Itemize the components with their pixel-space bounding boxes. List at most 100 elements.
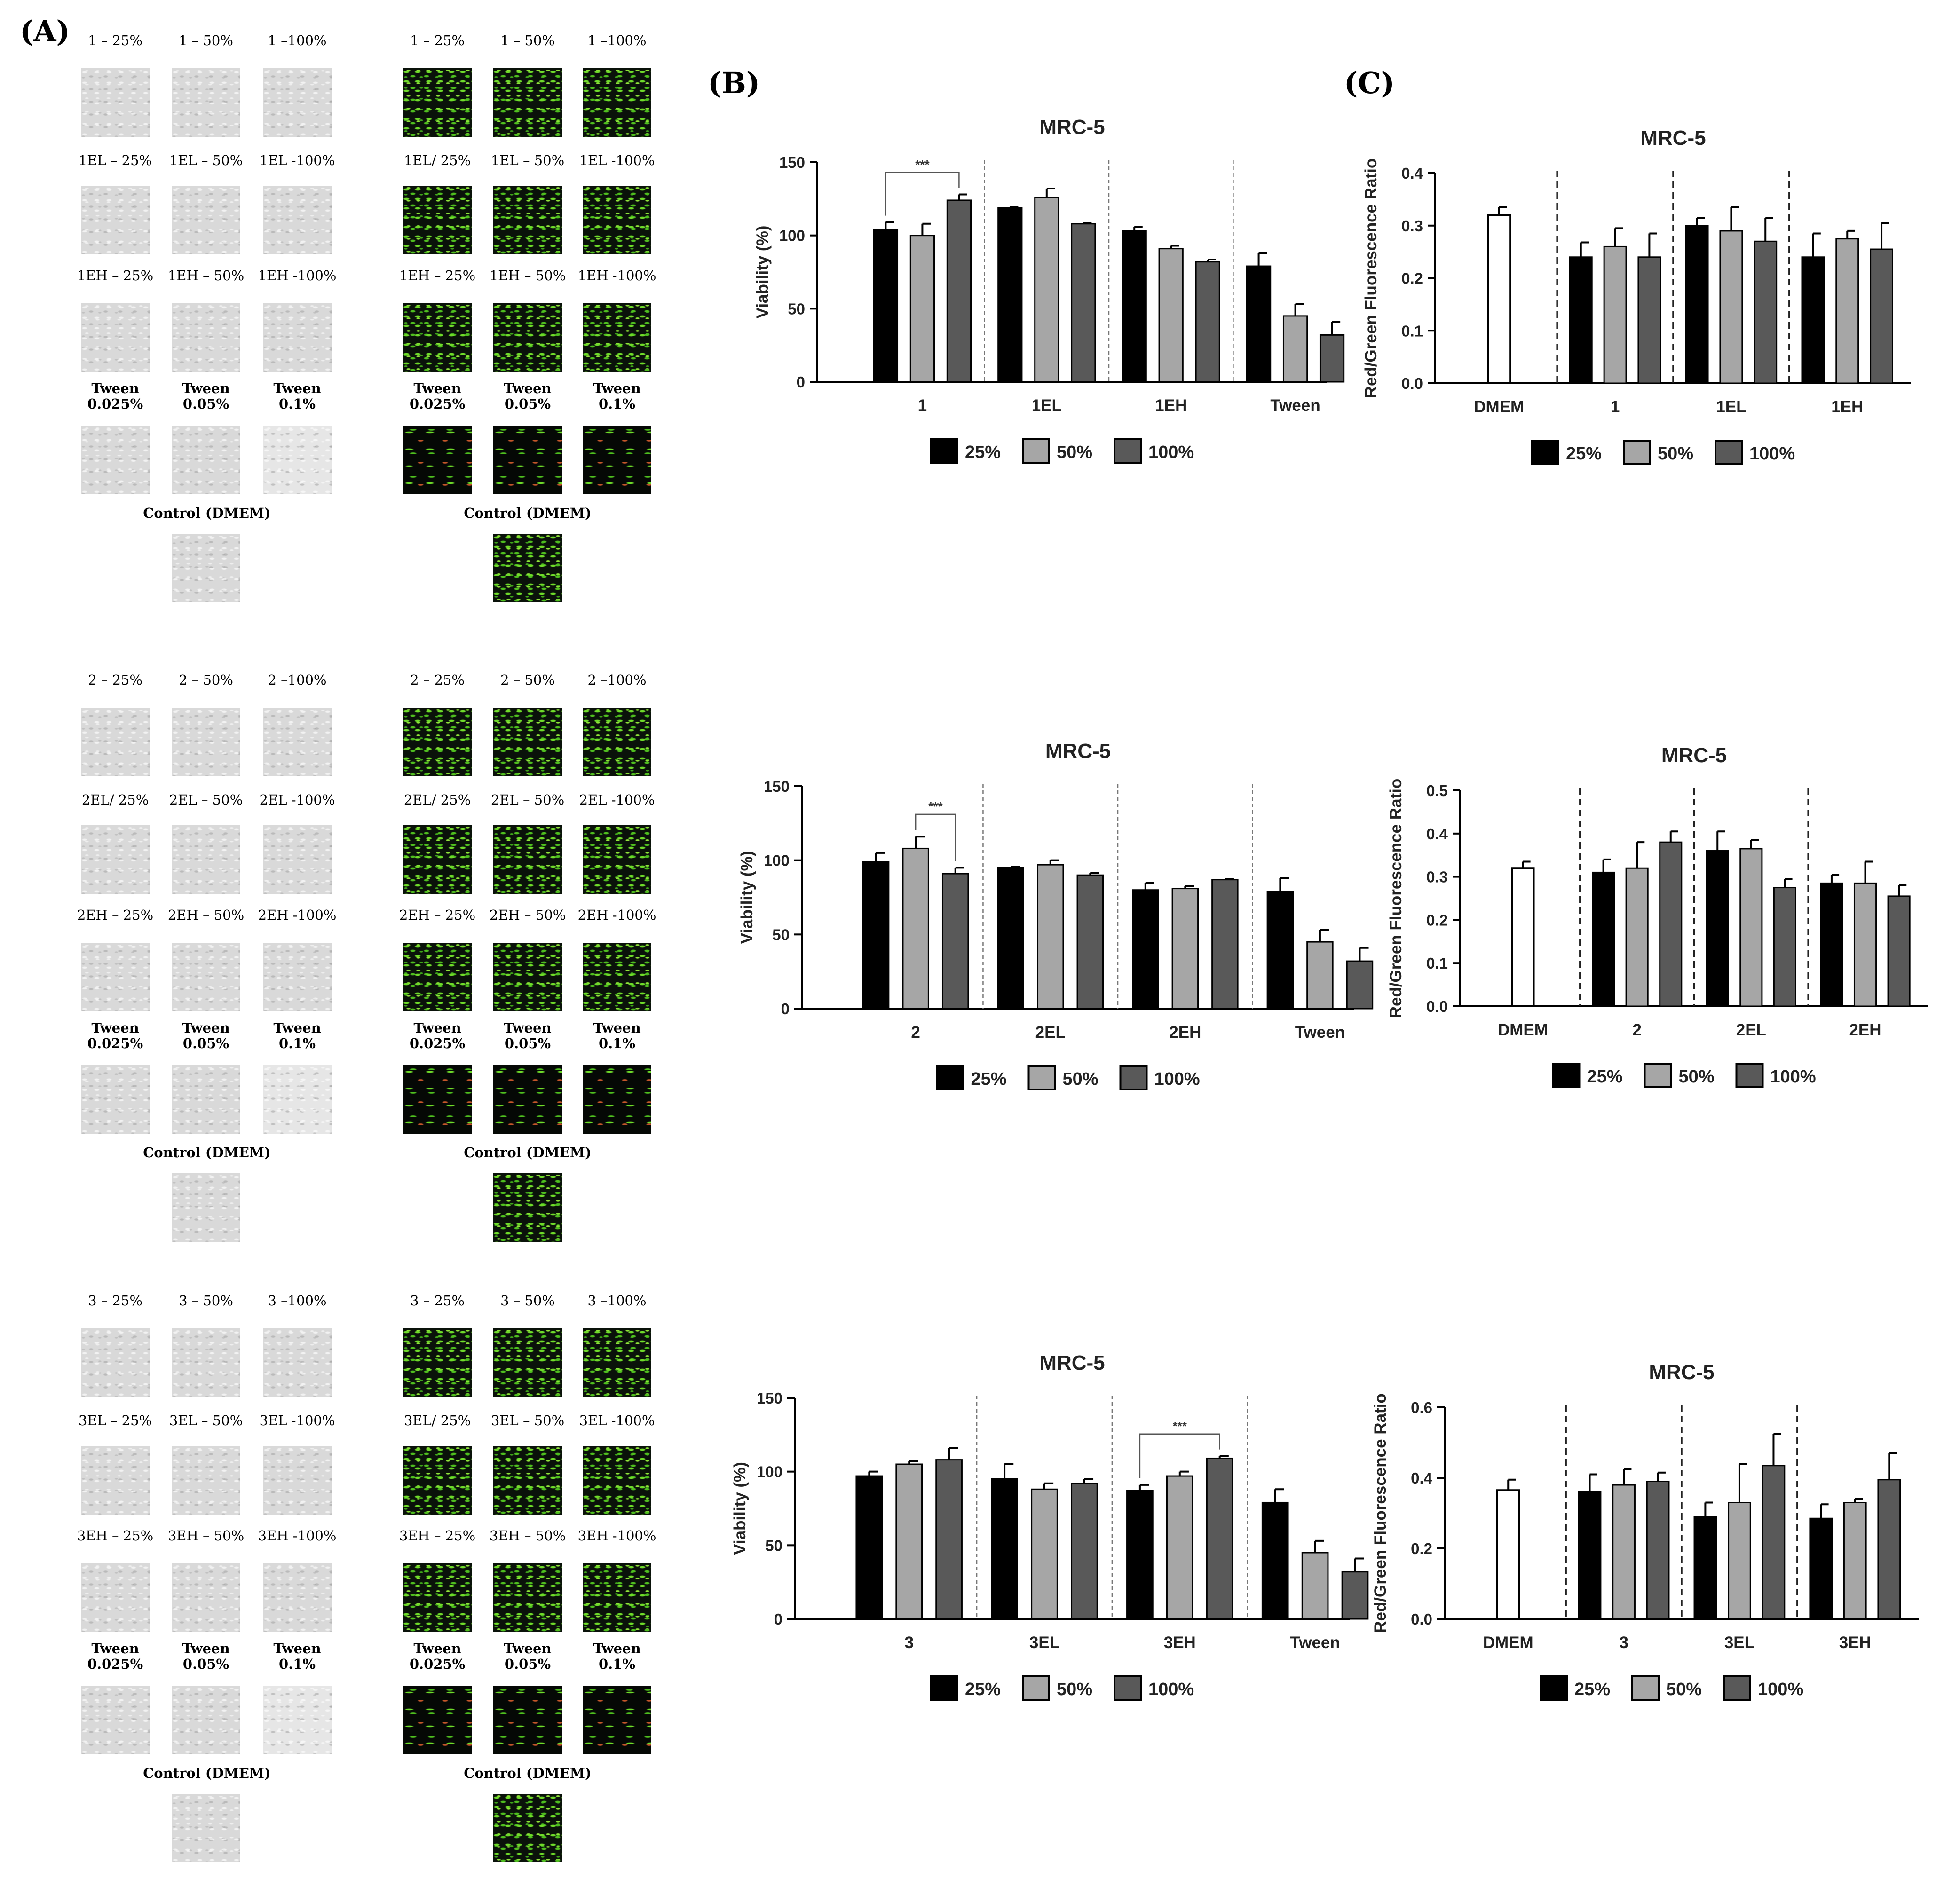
significance-bracket: [915, 813, 956, 861]
bar-100pct: [1773, 887, 1796, 1007]
fluorescence-label: Tween 0.025%: [409, 1020, 466, 1052]
fluorescence-label: 2 –100%: [587, 672, 647, 688]
brightfield-label: 2 –100%: [268, 672, 327, 688]
x-tick-label: 3EH: [1164, 1633, 1196, 1652]
y-tick-label: 0.3: [1426, 868, 1448, 886]
bar-50pct: [1037, 864, 1064, 1010]
bar-100pct: [1346, 960, 1374, 1010]
y-tick-label: 0.2: [1411, 1540, 1432, 1557]
x-tick-label: 3: [904, 1633, 913, 1652]
bar-25pct: [1820, 882, 1843, 1007]
legend-swatch: [1623, 440, 1651, 465]
bar-50pct: [1282, 315, 1308, 383]
fluorescence-label: 3EH – 50%: [489, 1528, 566, 1544]
bar-50pct: [902, 847, 929, 1010]
brightfield-image: [263, 426, 332, 494]
bar-100pct: [946, 199, 972, 383]
bar-50pct: [1034, 197, 1059, 383]
fluorescence-label: 3EL/ 25%: [403, 1413, 471, 1428]
brightfield-label: 3 – 50%: [179, 1293, 233, 1309]
bar-50pct: [895, 1463, 923, 1620]
x-tick-label: 2EH: [1849, 1021, 1881, 1039]
legend-swatch: [1552, 1063, 1581, 1088]
fluorescence-label: 2EH – 25%: [399, 907, 476, 923]
brightfield-label: Tween 0.05%: [182, 1020, 230, 1052]
fluorescence-image: [583, 426, 651, 494]
bar-100pct: [935, 1459, 963, 1620]
legend-swatch: [930, 438, 958, 464]
y-tick-label: 150: [779, 154, 805, 171]
legend-swatch: [1735, 1063, 1764, 1088]
legend-swatch: [1644, 1063, 1672, 1088]
y-tick-label: 100: [764, 852, 790, 869]
bar-50pct: [1171, 888, 1199, 1010]
legend-label: 25%: [1587, 1067, 1623, 1087]
brightfield-label: 3EL – 25%: [78, 1413, 152, 1428]
brightfield-image: [81, 1563, 150, 1632]
bar-100pct: [1870, 248, 1894, 384]
fluorescence-image: [493, 1446, 562, 1515]
x-tick-label: 2EH: [1169, 1023, 1201, 1042]
control-brightfield-image: [172, 1173, 240, 1242]
y-axis-label: Red/Green Fluorescence Ratio: [1387, 779, 1405, 1018]
chart-title: MRC-5: [1039, 116, 1105, 139]
y-tick-label: 0.2: [1426, 911, 1448, 929]
legend-label: 50%: [1063, 1069, 1099, 1089]
y-axis-label: Viability (%): [738, 851, 756, 944]
brightfield-image: [263, 1065, 332, 1134]
y-tick-label: 0.2: [1401, 270, 1423, 287]
brightfield-image: [81, 1328, 150, 1397]
legend-label: 50%: [1666, 1680, 1702, 1699]
bar-dmem: [1511, 867, 1535, 1007]
brightfield-image: [263, 943, 332, 1011]
brightfield-label: Tween 0.1%: [273, 1020, 321, 1052]
bar-50pct: [909, 235, 935, 383]
fluorescence-label: 3 –100%: [587, 1293, 647, 1309]
brightfield-image: [81, 68, 150, 137]
bar-50pct: [1158, 248, 1184, 383]
legend-label: 25%: [1566, 444, 1602, 464]
brightfield-image: [172, 943, 240, 1011]
brightfield-image: [81, 1065, 150, 1134]
brightfield-label: 1EH -100%: [258, 268, 337, 284]
legend-swatch: [1540, 1675, 1568, 1701]
bar-25pct: [1693, 1516, 1717, 1620]
chart-3: MRC-5 0 50 100 150 Viability (%) 2 2EL 2EH Tween *…: [738, 740, 1374, 1090]
bar-50pct: [1853, 882, 1877, 1007]
fluorescence-label: Tween 0.1%: [593, 380, 641, 412]
fluorescence-image: [583, 1563, 651, 1632]
fluorescence-label: Tween 0.025%: [409, 1641, 466, 1673]
y-tick-label: 50: [772, 926, 790, 943]
bar-50pct: [1625, 867, 1649, 1007]
legend-label: 100%: [1148, 1680, 1194, 1699]
brightfield-label: 1EL – 50%: [169, 152, 243, 168]
y-tick-label: 0.6: [1411, 1399, 1432, 1416]
x-tick-label: 2EL: [1035, 1023, 1066, 1042]
brightfield-label: 3EH -100%: [258, 1528, 337, 1544]
fluorescence-label: Tween 0.05%: [504, 380, 552, 412]
bar-25pct: [997, 867, 1024, 1010]
bar-100pct: [1076, 874, 1104, 1010]
bar-100pct: [1659, 841, 1683, 1007]
control-label: Control (DMEM): [143, 1765, 271, 1781]
x-tick-label: 2: [911, 1023, 920, 1042]
y-tick-label: 0.3: [1401, 217, 1423, 235]
fluorescence-label: 1EL/ 25%: [403, 152, 471, 168]
fluorescence-image: [493, 708, 562, 776]
brightfield-image: [263, 1446, 332, 1515]
legend-label: 100%: [1749, 444, 1795, 464]
brightfield-image: [81, 825, 150, 894]
bar-100pct: [1071, 1483, 1098, 1620]
fluorescence-image: [493, 943, 562, 1011]
brightfield-image: [172, 68, 240, 137]
fluorescence-image: [583, 708, 651, 776]
fluorescence-image: [493, 1065, 562, 1134]
legend-swatch: [1715, 440, 1743, 465]
x-tick-label: 1EL: [1716, 398, 1746, 416]
brightfield-image: [81, 426, 150, 494]
brightfield-label: 1EL – 25%: [78, 152, 152, 168]
significance-label: ***: [915, 158, 930, 172]
y-tick-label: 0.0: [1401, 375, 1423, 392]
significance-label: ***: [928, 799, 943, 813]
significance-bracket: [1139, 1433, 1220, 1478]
